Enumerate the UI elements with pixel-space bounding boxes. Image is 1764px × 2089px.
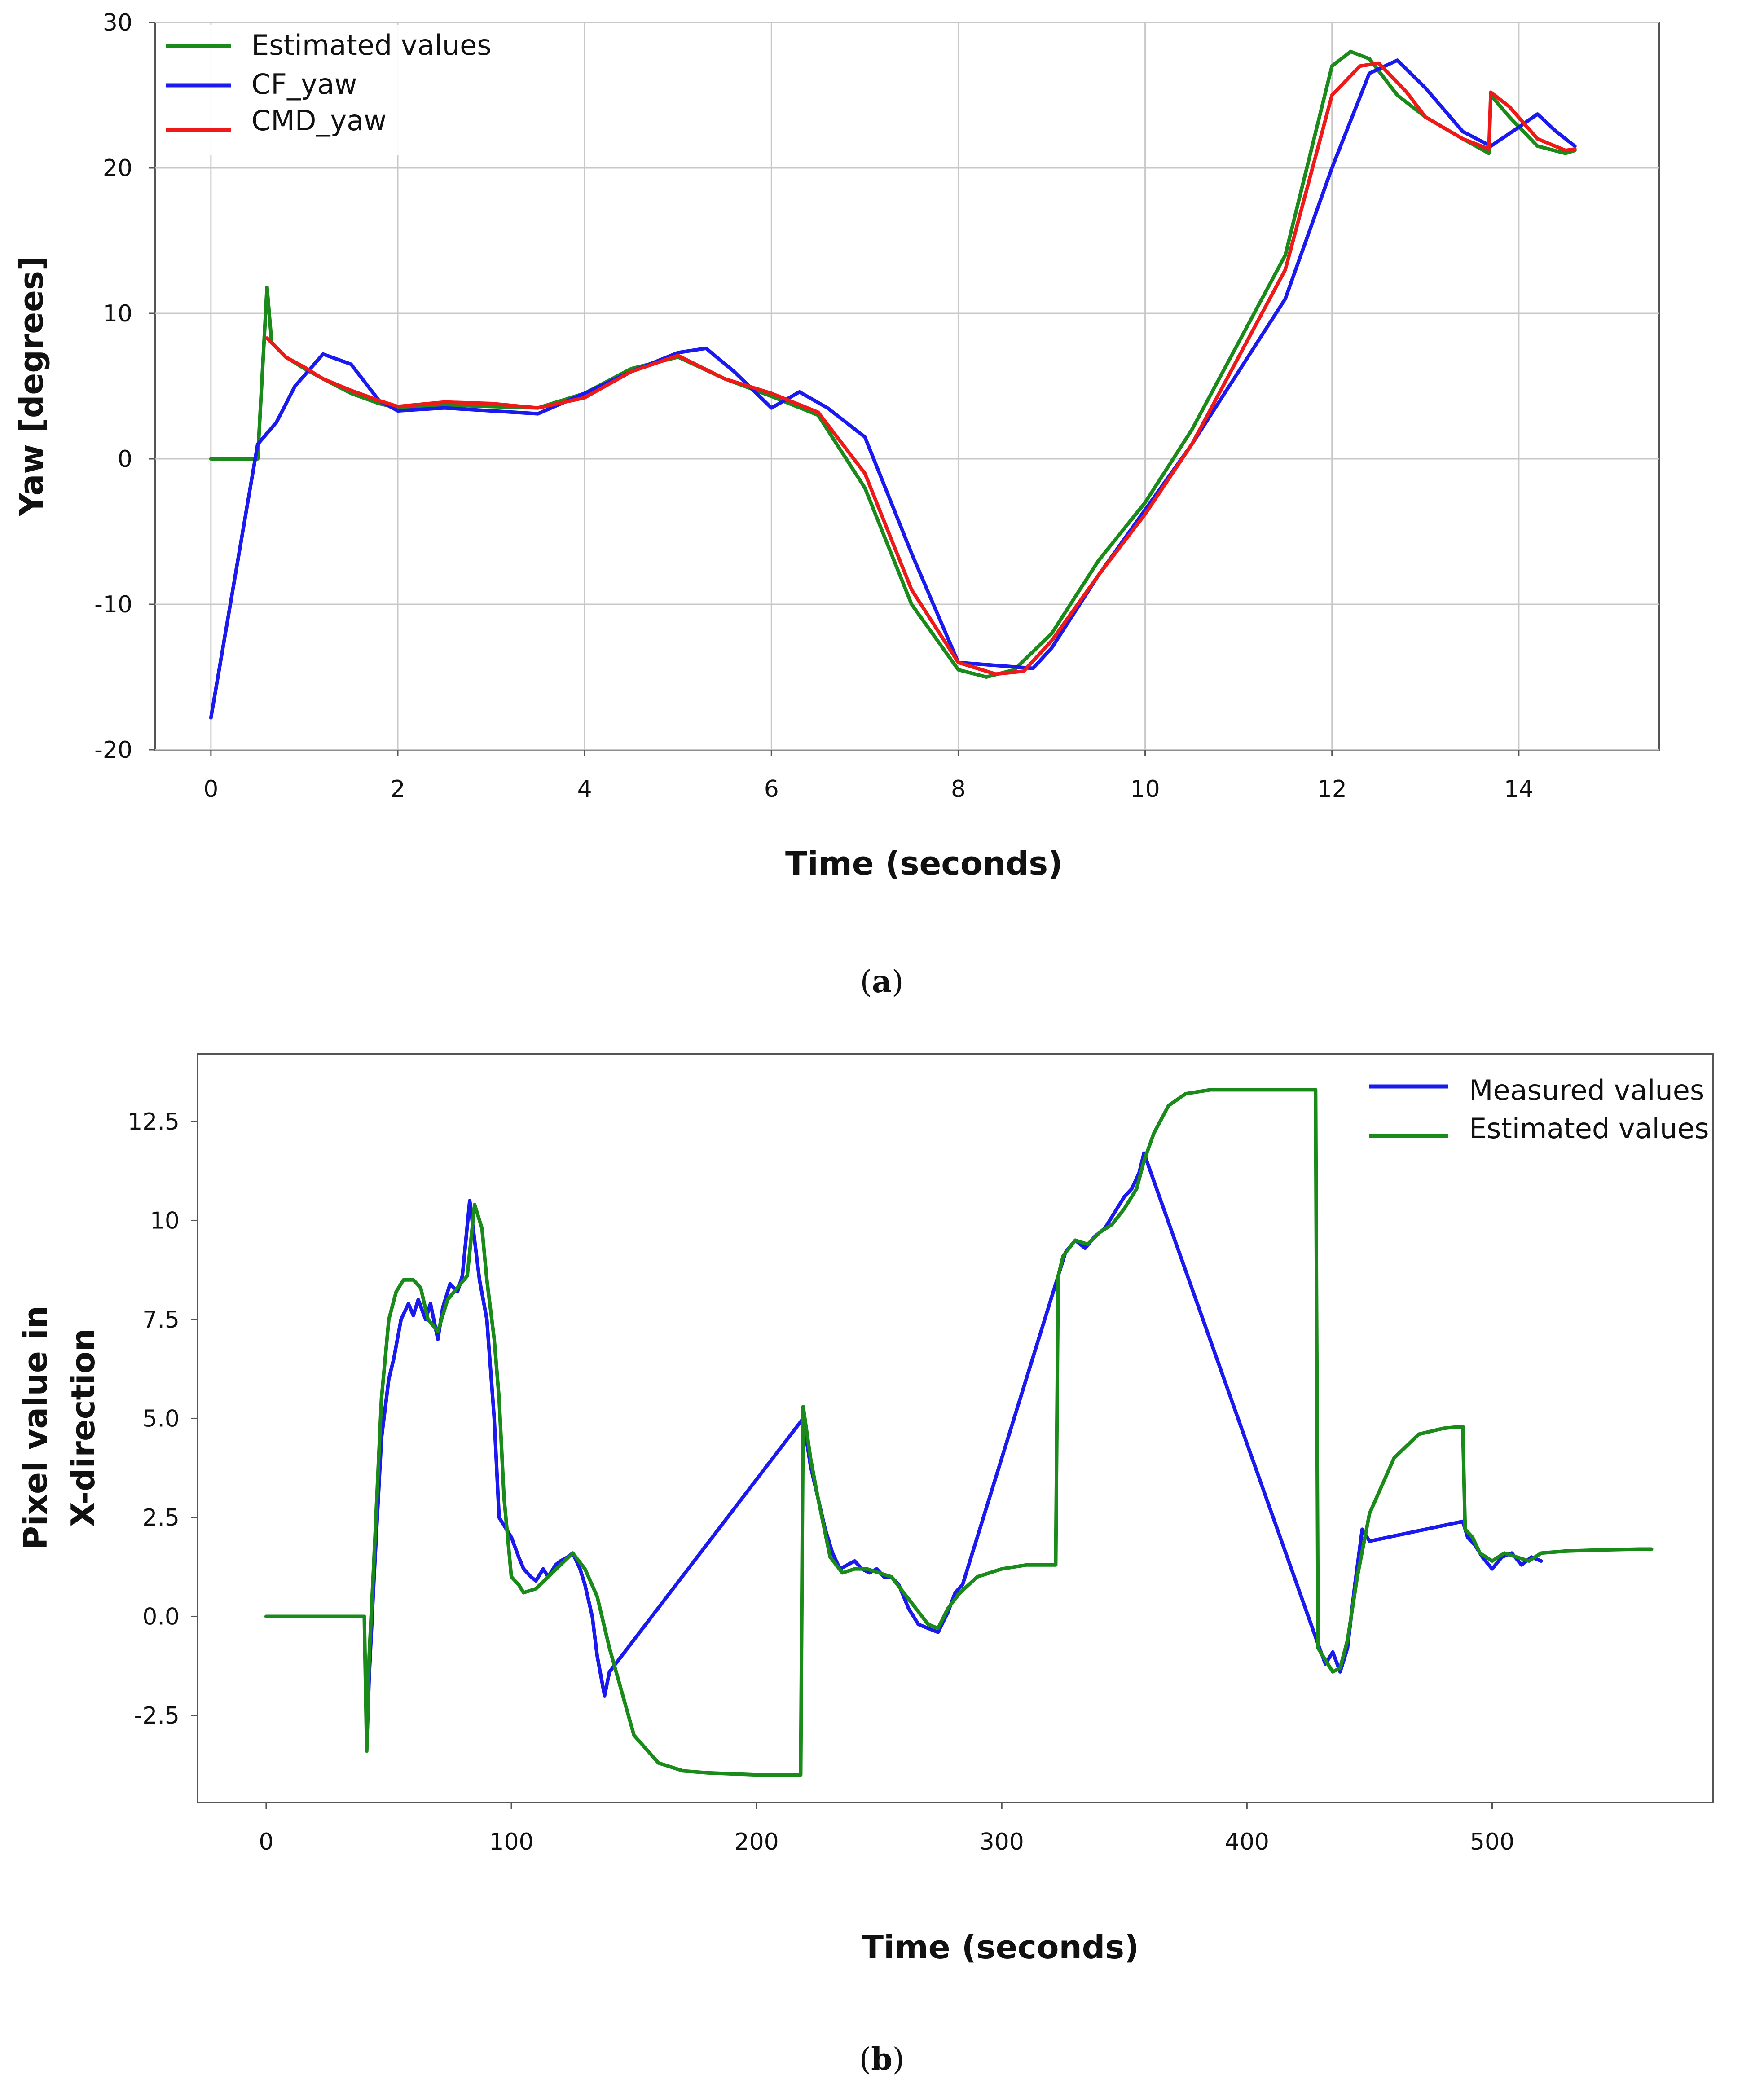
chart-a-ticks: 0 2 4 6 8 10 12 14 -20 -10 0 10 20 30 xyxy=(94,9,1534,803)
chart-b-x-tick-label: 100 xyxy=(489,1829,533,1856)
chart-a-x-tick-label: 2 xyxy=(390,776,405,803)
chart-a-x-tick-label: 0 xyxy=(203,776,218,803)
chart-a-x-tick-label: 10 xyxy=(1131,776,1160,803)
chart-a-y-tick-label: -10 xyxy=(94,591,132,618)
chart-a-x-tick-label: 14 xyxy=(1504,776,1534,803)
chart-b-x-axis-label: Time (seconds) xyxy=(862,1928,1139,1966)
chart-a-caption-letter: a xyxy=(872,964,892,1000)
chart-a-y-tick-label: 0 xyxy=(118,446,132,473)
chart-b-legend-label-measured: Measured values xyxy=(1469,1074,1704,1107)
chart-b-x-tick-label: 300 xyxy=(980,1829,1024,1856)
chart-a: 0 2 4 6 8 10 12 14 -20 -10 0 10 20 30 Estimated value… xyxy=(13,9,1660,1000)
chart-a-x-tick-label: 6 xyxy=(764,776,779,803)
chart-b-y-axis-label-line-2: X-direction xyxy=(64,1328,102,1527)
chart-b-y-tick-label: 7.5 xyxy=(142,1306,180,1333)
chart-a-y-tick-label: 30 xyxy=(103,9,132,36)
chart-b-series xyxy=(264,1088,1654,1777)
chart-b-legend-label-estimated: Estimated values xyxy=(1469,1112,1709,1145)
chart-b-y-axis-label: Pixel value in X-direction xyxy=(17,1306,102,1550)
chart-a-series-cmd-yaw xyxy=(265,61,1577,676)
chart-a-x-axis-label: Time (seconds) xyxy=(785,844,1063,882)
chart-a-y-axis-label: Yaw [degrees] xyxy=(13,256,50,516)
chart-b-series-estimated-values xyxy=(264,1088,1654,1777)
chart-b-x-tick-label: 200 xyxy=(735,1829,779,1856)
chart-b-caption: (b) xyxy=(859,2041,905,2077)
chart-b-y-tick-label: 2.5 xyxy=(142,1504,180,1531)
chart-b-legend: Measured values Estimated values xyxy=(1369,1074,1709,1145)
chart-b-x-tick-label: 400 xyxy=(1225,1829,1269,1856)
chart-b-caption-letter: b xyxy=(871,2041,893,2077)
chart-b-y-tick-label: 0.0 xyxy=(142,1603,180,1630)
chart-a-x-tick-label: 4 xyxy=(577,776,592,803)
chart-a-legend-label-cf: CF_yaw xyxy=(251,68,357,101)
chart-a-caption: (a) xyxy=(860,964,903,1000)
chart-b-x-tick-label: 0 xyxy=(259,1829,273,1856)
chart-a-legend-label-cmd: CMD_yaw xyxy=(251,104,387,137)
chart-a-y-tick-label: -20 xyxy=(94,737,132,764)
chart-a-x-tick-label: 8 xyxy=(951,776,966,803)
chart-a-series-cf-yaw xyxy=(209,58,1577,720)
chart-b-y-tick-label: 5.0 xyxy=(142,1405,180,1432)
chart-b-y-tick-label: 10 xyxy=(150,1207,180,1234)
chart-b-plot-area xyxy=(197,1053,1714,1803)
chart-a-legend-label-estimated: Estimated values xyxy=(251,29,492,62)
chart-a-y-tick-label: 20 xyxy=(103,155,132,182)
chart-a-legend: Estimated values CF_yaw CMD_yaw xyxy=(157,25,534,155)
chart-a-series xyxy=(209,49,1577,720)
chart-b-y-tick-label: 12.5 xyxy=(128,1108,180,1135)
chart-a-x-tick-label: 12 xyxy=(1317,776,1347,803)
chart-b-y-tick-label: -2.5 xyxy=(134,1702,180,1729)
chart-b-x-tick-label: 500 xyxy=(1470,1829,1514,1856)
chart-b: 0 100 200 300 400 500 -2.5 0.0 2.5 5.0 7.5 10 12.5 M… xyxy=(17,1053,1714,2077)
chart-b-series-measured-values xyxy=(365,1151,1543,1749)
chart-b-y-axis-label-line-1: Pixel value in xyxy=(17,1306,54,1550)
chart-a-y-tick-label: 10 xyxy=(103,300,132,327)
chart-a-grid xyxy=(155,22,1659,751)
chart-b-ticks: 0 100 200 300 400 500 -2.5 0.0 2.5 5.0 7.5 10 12.5 xyxy=(128,1108,1514,1856)
